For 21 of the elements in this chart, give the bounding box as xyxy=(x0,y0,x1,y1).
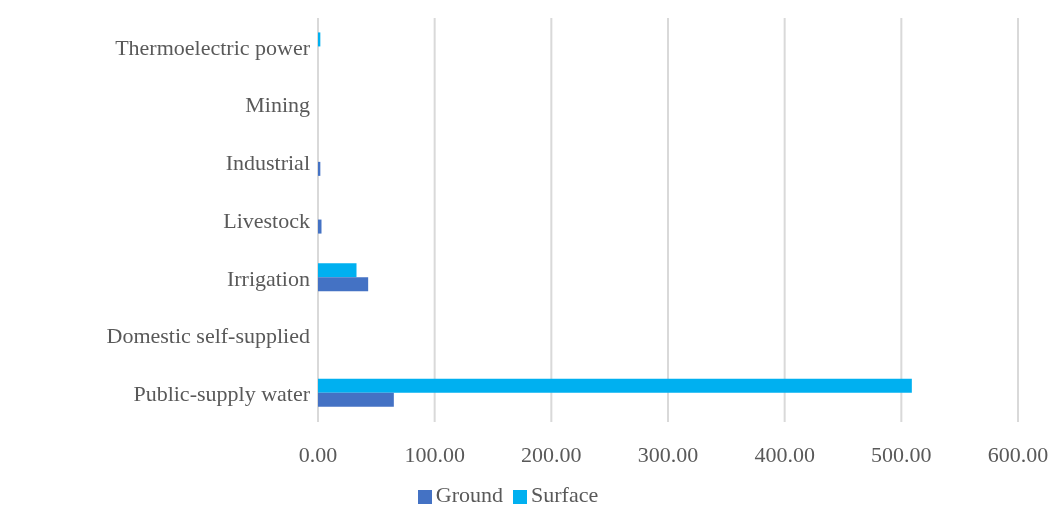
y-tick-label: Livestock xyxy=(223,207,310,233)
y-tick-label: Mining xyxy=(245,92,310,118)
y-tick-label: Irrigation xyxy=(226,265,310,291)
bar xyxy=(318,219,322,234)
bar xyxy=(318,263,357,278)
x-tick-label: 200.00 xyxy=(521,441,582,467)
x-tick-label: 0.00 xyxy=(298,441,338,467)
x-tick-label: 500.00 xyxy=(871,441,932,467)
legend-label: Ground xyxy=(435,482,504,507)
y-tick-label: Thermoelectric power xyxy=(115,34,311,60)
x-tick-label: 400.00 xyxy=(754,441,815,467)
y-tick-label: Domestic self-supplied xyxy=(106,323,310,349)
bar xyxy=(318,392,394,407)
bar xyxy=(318,378,912,393)
x-tick-label: 300.00 xyxy=(637,441,699,467)
bar xyxy=(318,277,369,292)
x-tick-label: 100.00 xyxy=(404,441,465,467)
y-tick-label: Public-supply water xyxy=(133,380,311,406)
legend-label: Surface xyxy=(531,482,599,507)
y-tick-label: Industrial xyxy=(225,150,310,176)
x-tick-label: 600.00 xyxy=(987,441,1049,467)
